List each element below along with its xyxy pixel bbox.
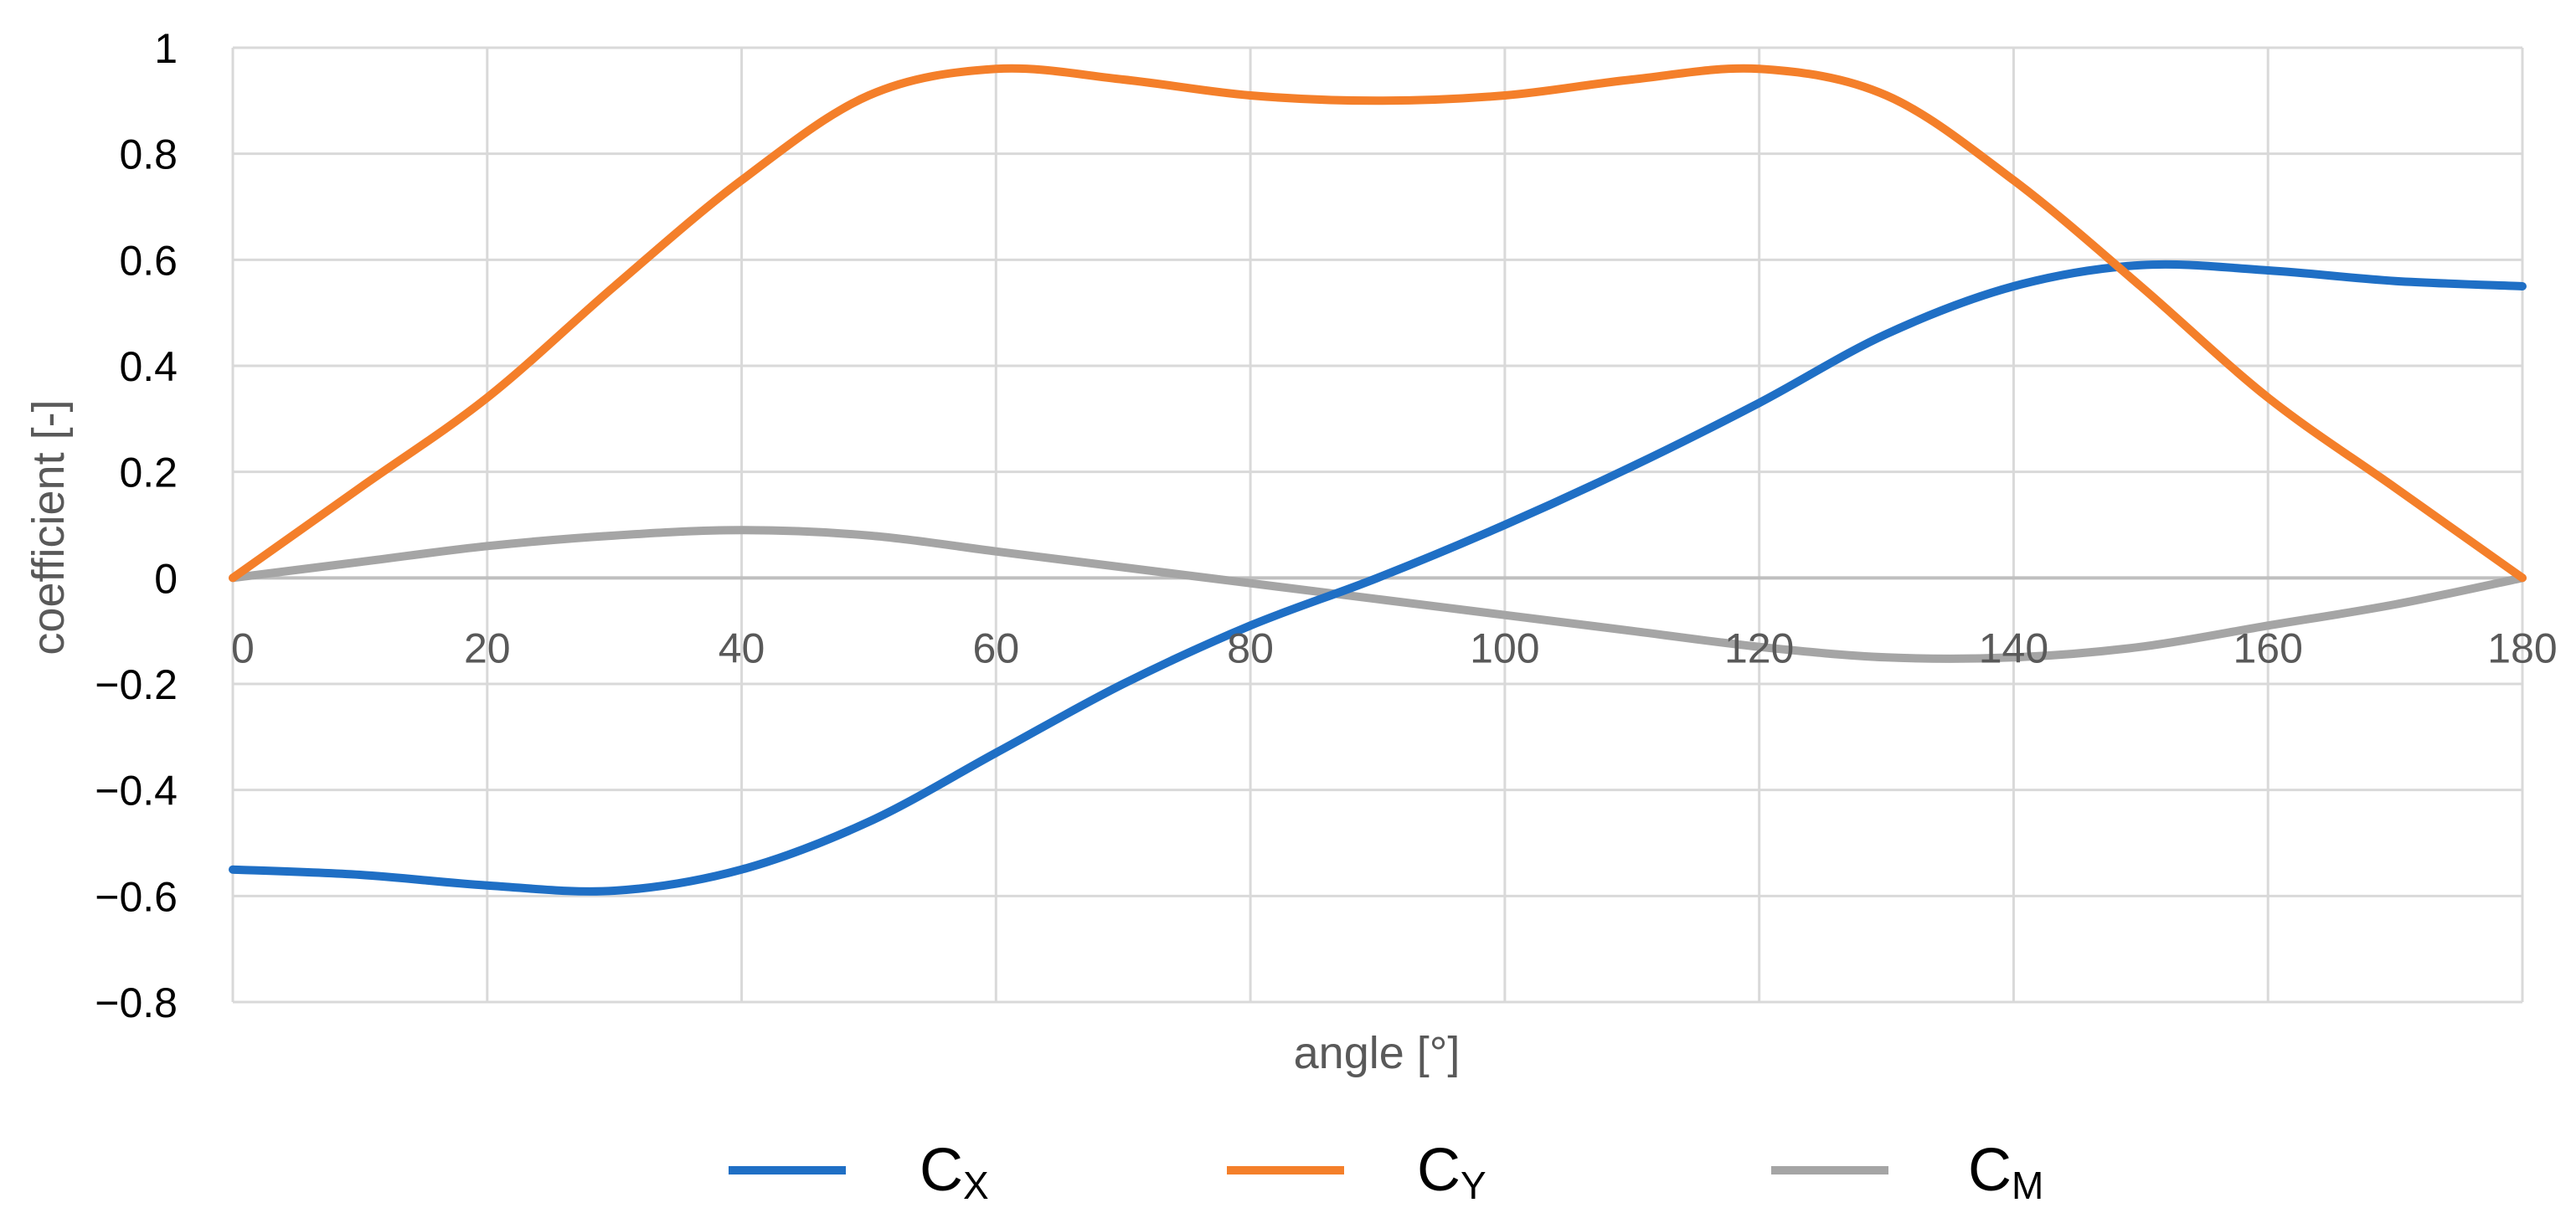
legend-item-cy: CY <box>1227 1137 1486 1207</box>
y-axis-title: coefficient [-] <box>23 399 74 655</box>
legend: CX CY CM <box>729 1137 2043 1207</box>
legend-label: CX <box>920 1137 989 1207</box>
y-tick-label: −0.2 <box>95 661 178 708</box>
y-tick-label: −0.4 <box>95 768 178 815</box>
x-tick-labels: 0 20 40 60 80 100 120 140 160 180 <box>231 624 2558 671</box>
y-tick-label: 0.6 <box>119 237 178 284</box>
x-tick-label: 20 <box>464 624 511 671</box>
legend-label-subscript: Y <box>1461 1164 1486 1207</box>
legend-label: CY <box>1417 1137 1486 1207</box>
x-tick-label: 0 <box>231 624 255 671</box>
y-tick-label: 0 <box>154 555 178 602</box>
x-tick-label: 40 <box>719 624 765 671</box>
x-tick-label: 80 <box>1227 624 1274 671</box>
x-axis-title: angle [°] <box>1294 1028 1461 1078</box>
horizontal-gridlines <box>233 46 2522 1004</box>
x-tick-label: 140 <box>1979 624 2048 671</box>
legend-item-cx: CX <box>729 1137 989 1207</box>
series-layer <box>229 64 2527 896</box>
legend-label-subscript: M <box>2012 1164 2043 1207</box>
y-tick-label: 0.4 <box>119 343 178 390</box>
legend-label-main: C <box>1968 1137 2012 1204</box>
x-tick-label: 60 <box>973 624 1020 671</box>
x-tick-label: 180 <box>2487 624 2557 671</box>
y-tick-label: 0.2 <box>119 450 178 496</box>
series-line-cy <box>229 64 2527 583</box>
legend-label-main: C <box>920 1137 963 1204</box>
y-tick-labels: 1 0.8 0.6 0.4 0.2 0 −0.2 −0.4 −0.6 −0.8 <box>95 25 178 1026</box>
legend-label: CM <box>1968 1137 2043 1207</box>
legend-label-subscript: X <box>963 1164 989 1207</box>
x-tick-label: 120 <box>1724 624 1794 671</box>
series-line-cm <box>229 526 2527 663</box>
y-tick-label: 1 <box>154 25 178 72</box>
x-tick-label: 100 <box>1470 624 1539 671</box>
y-tick-label: −0.8 <box>95 979 178 1026</box>
x-tick-label: 160 <box>2233 624 2303 671</box>
legend-label-main: C <box>1417 1137 1461 1204</box>
y-tick-label: 0.8 <box>119 131 178 178</box>
vertical-gridlines <box>231 48 2524 1002</box>
series-line-cx <box>229 260 2527 896</box>
legend-item-cm: CM <box>1771 1137 2043 1207</box>
y-tick-label: −0.6 <box>95 873 178 920</box>
